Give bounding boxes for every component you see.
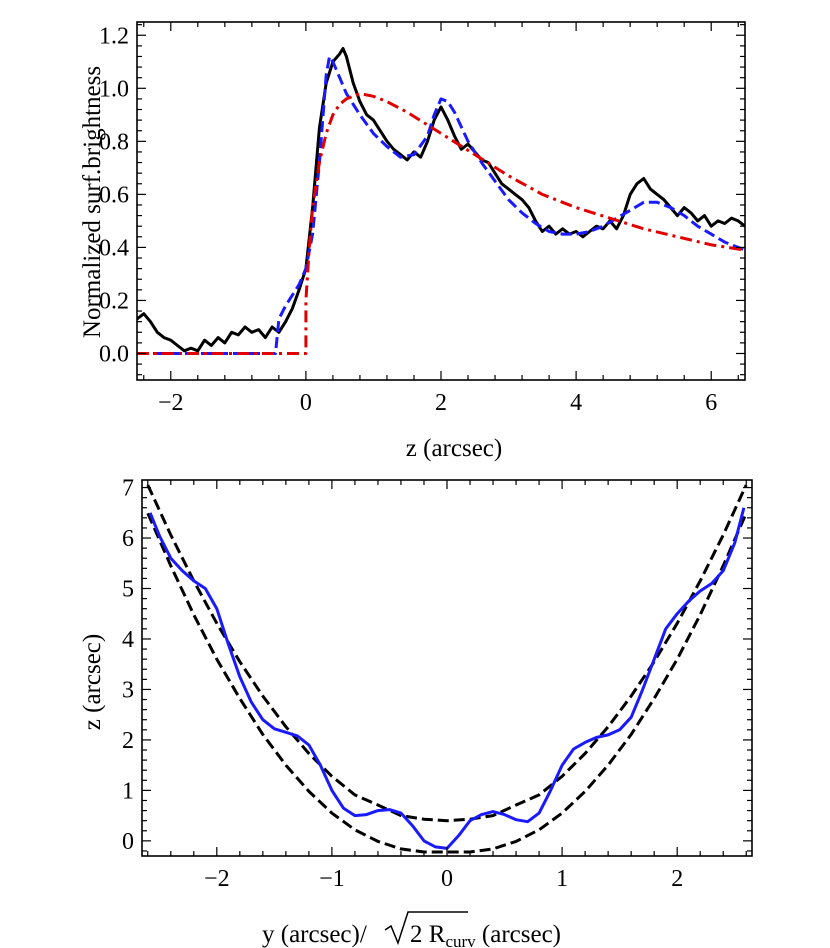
brightness-ticks: −2 0 2 4 6 0.0 0.2 0.4 0.6 0.8 1.0 1.2 — [99, 22, 745, 416]
shape-series-0 — [146, 512, 748, 854]
shape-x-tick-label: −2 — [204, 866, 230, 892]
brightness-y-tick-label: 0.2 — [99, 288, 129, 314]
brightness-series-layer — [137, 47, 745, 355]
shock-shape-chart: −2 −1 0 1 2 0 1 2 3 4 5 6 7 z (arcsec) y (arcsec)/ 2… — [79, 476, 753, 948]
brightness-x-axis-label: z (arcsec) — [406, 435, 502, 462]
svg-text:2 Rcurv (arcsec): 2 Rcurv (arcsec) — [410, 921, 561, 948]
shape-y-tick-label: 4 — [122, 627, 134, 653]
shape-x-tick-label: 2 — [671, 866, 683, 892]
brightness-y-tick-label: 0.6 — [99, 182, 129, 208]
brightness-series-1 — [137, 55, 745, 355]
shape-y-tick-label: 1 — [122, 778, 134, 804]
shape-x-label-sub: curv — [445, 932, 476, 948]
svg-text:y (arcsec)/: y (arcsec)/ — [262, 921, 367, 948]
shape-y-tick-label: 2 — [122, 728, 134, 754]
shape-y-tick-label: 0 — [122, 829, 134, 855]
shape-x-label-tail: (arcsec) — [476, 921, 561, 948]
shape-series-layer — [146, 484, 748, 854]
shape-y-tick-label: 5 — [122, 577, 134, 603]
brightness-y-tick-label: 1.0 — [99, 76, 129, 102]
brightness-x-tick-label: 2 — [435, 390, 447, 416]
shape-y-tick-label: 3 — [122, 677, 134, 703]
shape-x-tick-label: 1 — [556, 866, 568, 892]
brightness-x-tick-label: 0 — [300, 390, 312, 416]
brightness-x-tick-label: 6 — [705, 390, 717, 416]
shape-x-label-radicand: 2 R — [410, 921, 446, 948]
brightness-x-tick-label: −2 — [158, 390, 184, 416]
brightness-y-tick-label: 0.4 — [99, 235, 129, 261]
brightness-series-2 — [137, 92, 745, 355]
shape-plot-frame — [141, 479, 753, 857]
brightness-x-tick-label: 4 — [570, 390, 582, 416]
shape-series-1 — [146, 484, 748, 823]
shape-y-tick-label: 7 — [122, 476, 134, 502]
brightness-y-tick-label: 0.0 — [99, 341, 129, 367]
shape-x-axis-label: y (arcsec)/ 2 Rcurv (arcsec) — [262, 911, 561, 948]
brightness-series-0 — [137, 47, 745, 353]
surface-brightness-chart: −2 0 2 4 6 0.0 0.2 0.4 0.6 0.8 1.0 1.2 z (arcsec) N… — [79, 21, 746, 462]
sqrt-sign — [384, 911, 468, 946]
shape-y-axis-label: z (arcsec) — [79, 634, 106, 730]
shape-ticks: −2 −1 0 1 2 0 1 2 3 4 5 6 7 — [122, 476, 752, 892]
shape-x-tick-label: 0 — [441, 866, 453, 892]
shape-series-2 — [148, 507, 746, 850]
brightness-y-axis-label: Normalized surf.brightness — [79, 66, 106, 338]
shape-x-tick-label: −1 — [319, 866, 345, 892]
shape-y-tick-label: 6 — [122, 526, 134, 552]
shape-x-label-main: y (arcsec)/ — [262, 921, 367, 948]
brightness-y-tick-label: 1.2 — [99, 23, 129, 49]
brightness-y-tick-label: 0.8 — [99, 129, 129, 155]
